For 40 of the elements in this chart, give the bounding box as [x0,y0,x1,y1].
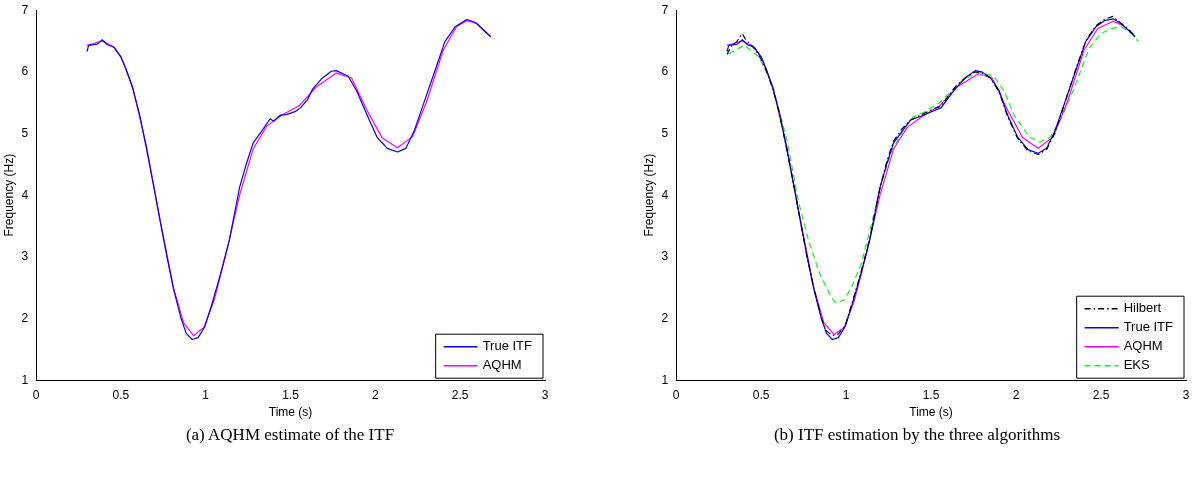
x-tick-label: 2.5 [451,387,469,402]
legend-label: AQHM [482,357,522,373]
y-tick-label: 3 [21,249,29,264]
legend-label: True ITF [482,338,533,354]
x-tick-label: 2.5 [1092,387,1110,402]
legend-label: Hilbert [1123,300,1162,316]
x-tick-label: 1.5 [282,387,300,402]
x-axis-title: Time (s) [909,405,953,420]
y-tick-label: 6 [661,64,669,79]
y-tick-label: 1 [21,372,29,387]
y-tick-label: 3 [661,249,669,264]
y-tick-label: 2 [21,310,29,325]
x-tick-label: 1.5 [922,387,940,402]
x-tick-label: 0 [672,387,680,402]
x-tick-label: 0.5 [752,387,770,402]
x-tick-label: 3 [1182,387,1190,402]
y-tick-label: 2 [661,310,669,325]
y-tick-label: 5 [661,125,669,140]
x-tick-label: 2 [1012,387,1020,402]
legend-label: AQHM [1123,338,1163,354]
y-axis-title: Frequency (Hz) [1,153,16,237]
x-tick-label: 1 [202,387,210,402]
x-tick-label: 1 [842,387,850,402]
x-axis-title: Time (s) [268,405,313,420]
y-axis-title: Frequency (Hz) [641,153,656,237]
x-tick-label: 3 [541,387,549,402]
y-tick-label: 7 [21,2,29,17]
y-tick-label: 4 [661,187,669,202]
y-tick-label: 5 [21,125,29,140]
x-tick-label: 2 [372,387,380,402]
legend-label: True ITF [1123,319,1174,335]
y-tick-label: 7 [661,2,669,17]
y-tick-label: 6 [21,64,29,79]
x-tick-label: 0 [32,387,40,402]
legend-label: EKS [1123,357,1150,373]
y-tick-label: 4 [21,187,29,202]
text: (a) AQHM estimate of the ITF [184,425,396,445]
text: (b) ITF estimation by the three algorithms [772,425,1062,445]
y-tick-label: 1 [661,372,669,387]
x-tick-label: 0.5 [112,387,130,402]
